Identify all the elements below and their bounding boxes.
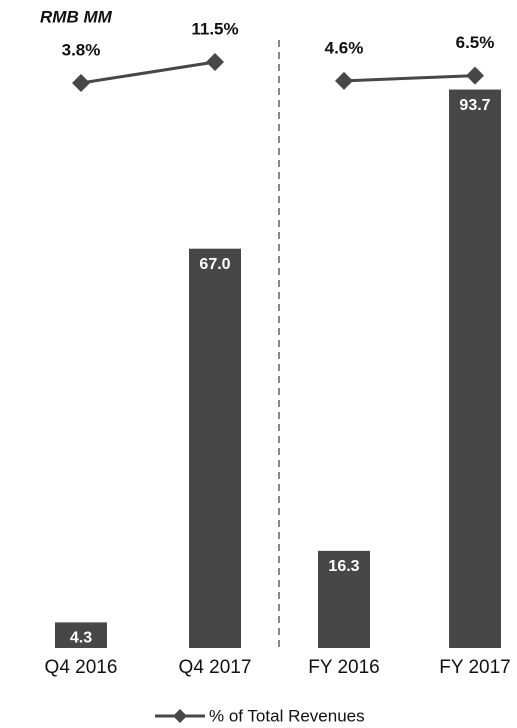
bar (449, 89, 501, 649)
legend-marker (173, 709, 187, 723)
line-marker (72, 74, 90, 93)
bar (318, 550, 370, 648)
line-value-label: 6.5% (456, 33, 495, 52)
legend-label: % of Total Revenues (209, 706, 365, 725)
line-value-label: 11.5% (191, 19, 238, 38)
bar-value-label: 4.3 (70, 630, 92, 647)
x-tick-label: FY 2016 (308, 657, 379, 678)
x-tick-label: FY 2017 (439, 657, 510, 678)
bar (189, 248, 241, 648)
x-tick-label: Q4 2017 (179, 657, 252, 678)
line-marker (206, 53, 224, 72)
line-value-label: 3.8% (62, 41, 101, 60)
bar-value-label: 67.0 (199, 256, 230, 273)
line-segment (80, 60, 216, 85)
bar-value-label: 93.7 (459, 97, 490, 114)
line-marker (335, 71, 353, 90)
line-marker (466, 66, 484, 85)
line-value-label: 4.6% (325, 38, 364, 57)
bar-value-label: 16.3 (328, 558, 359, 575)
line-segment (343, 74, 476, 83)
unit-label: RMB MM (40, 7, 113, 26)
x-tick-label: Q4 2016 (45, 657, 118, 678)
bar (55, 622, 107, 648)
